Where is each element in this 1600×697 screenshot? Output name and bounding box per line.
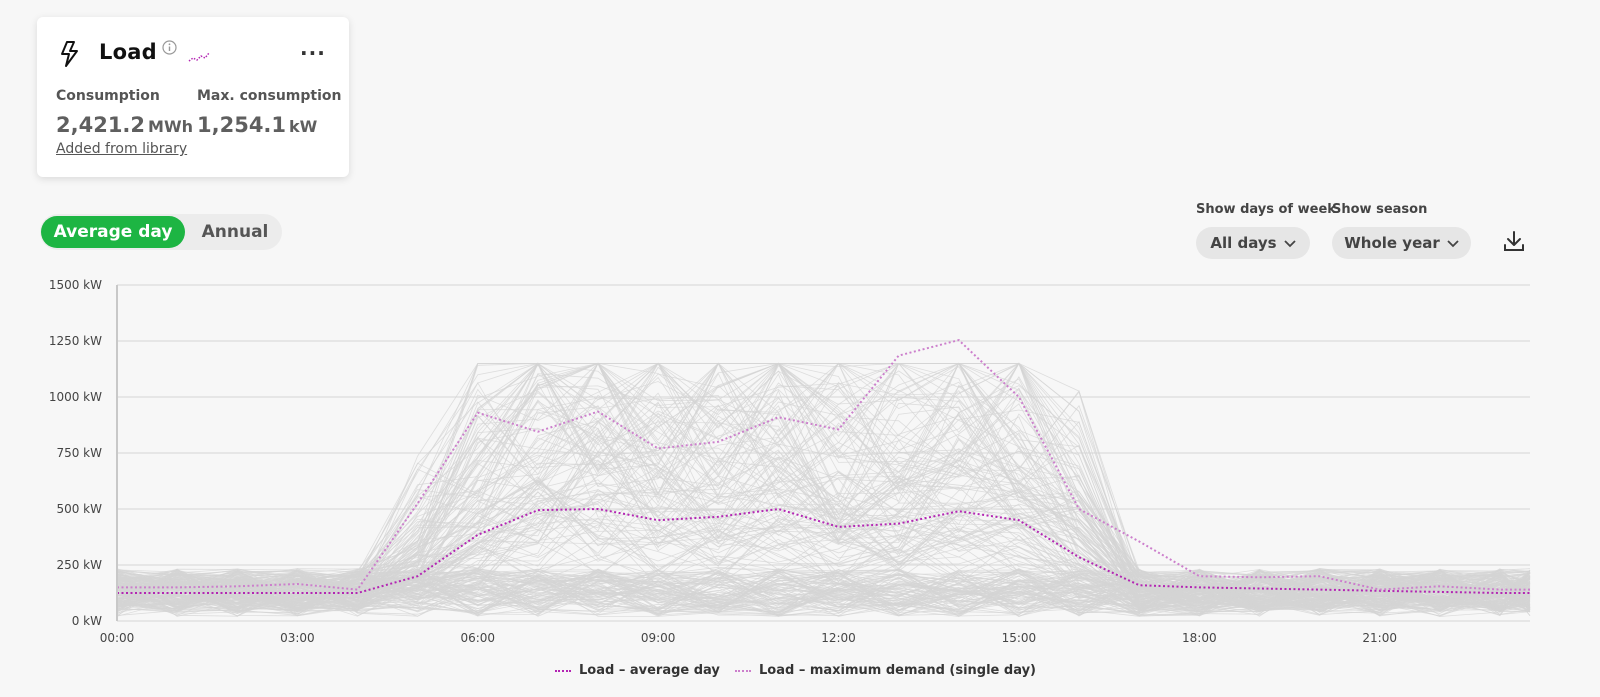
daily-profiles	[116, 362, 1531, 617]
days-select-value: All days	[1210, 234, 1277, 252]
x-tick-label: 21:00	[1362, 631, 1397, 645]
legend-label-average: Load – average day	[579, 663, 720, 678]
max-consumption-label: Max. consumption	[197, 88, 342, 104]
season-select[interactable]: Whole year	[1332, 227, 1471, 259]
chevron-down-icon	[1447, 234, 1459, 252]
max-consumption-value: 1,254.1 kW	[197, 113, 317, 137]
y-tick-label: 500 kW	[56, 502, 102, 516]
daily-profile-line	[116, 571, 1531, 617]
daily-profile-line	[116, 569, 1531, 614]
consumption-unit: MWh	[148, 117, 193, 136]
y-tick-label: 1000 kW	[49, 390, 102, 404]
chart-series	[117, 338, 1530, 594]
sparkline-icon	[188, 48, 212, 67]
y-tick-label: 250 kW	[56, 558, 102, 572]
daily-profile-line	[116, 568, 1531, 617]
max-consumption-number: 1,254.1	[197, 113, 287, 137]
y-tick-label: 750 kW	[56, 446, 102, 460]
added-from-library-link[interactable]: Added from library	[56, 141, 188, 157]
daily-profile-line	[116, 567, 1531, 614]
chart-grid	[117, 284, 1530, 622]
more-button[interactable]: ...	[300, 36, 326, 60]
view-toggle: Average day Annual	[40, 214, 282, 250]
x-tick-label: 09:00	[641, 631, 676, 645]
average-day-tab[interactable]: Average day	[41, 216, 185, 248]
consumption-value: 2,421.2 MWh	[56, 113, 193, 137]
daily-profile-line	[116, 569, 1531, 614]
max-demand-line	[117, 338, 1530, 591]
daily-profile-line	[116, 568, 1531, 614]
daily-profile-line	[116, 571, 1531, 612]
daily-profile-line	[116, 570, 1531, 617]
daily-profile-line	[116, 372, 1531, 610]
x-tick-label: 15:00	[1002, 631, 1037, 645]
load-card: Load ... Consumption 2,421.2 MWh Max. con…	[37, 17, 349, 177]
y-tick-label: 1500 kW	[49, 278, 102, 292]
y-tick-label: 1250 kW	[49, 334, 102, 348]
daily-profile-line	[116, 569, 1531, 615]
daily-profile-line	[116, 572, 1531, 617]
daily-profile-line	[116, 569, 1531, 616]
legend-item-average: Load – average day	[555, 663, 720, 678]
bolt-icon	[59, 40, 81, 72]
season-select-value: Whole year	[1344, 234, 1440, 252]
daily-profile-line	[116, 571, 1531, 616]
legend-item-max: Load – maximum demand (single day)	[735, 663, 1036, 678]
x-tick-label: 00:00	[100, 631, 135, 645]
daily-profile-line	[116, 569, 1531, 617]
info-icon[interactable]	[162, 40, 177, 59]
daily-profile-line	[116, 569, 1531, 615]
x-tick-label: 06:00	[460, 631, 495, 645]
average-day-line	[117, 507, 1530, 594]
x-tick-label: 12:00	[821, 631, 856, 645]
load-chart: 0 kW 250 kW 500 kW 750 kW 1000 kW 1250 kW 1500…	[49, 278, 1531, 645]
daily-profile-line	[116, 574, 1531, 617]
consumption-label: Consumption	[56, 88, 160, 104]
days-select[interactable]: All days	[1196, 227, 1310, 259]
daily-profile-line	[116, 568, 1531, 608]
daily-profile-line	[116, 569, 1531, 617]
annual-tab[interactable]: Annual	[201, 222, 269, 242]
legend-swatch-average	[555, 669, 571, 672]
x-tick-label: 03:00	[280, 631, 315, 645]
max-consumption-unit: kW	[289, 117, 318, 136]
consumption-number: 2,421.2	[56, 113, 146, 137]
download-icon[interactable]	[1502, 229, 1526, 257]
legend-swatch-max	[735, 669, 751, 672]
days-filter-label: Show days of week	[1196, 202, 1336, 217]
chart-axes: 0 kW 250 kW 500 kW 750 kW 1000 kW 1250 kW 1500…	[49, 278, 1397, 645]
legend-label-max: Load – maximum demand (single day)	[759, 663, 1036, 678]
y-tick-label: 0 kW	[72, 614, 102, 628]
season-filter-label: Show season	[1332, 202, 1428, 217]
x-tick-label: 18:00	[1182, 631, 1217, 645]
daily-profile-line	[116, 570, 1531, 616]
card-title: Load	[99, 40, 157, 64]
chevron-down-icon	[1283, 234, 1296, 252]
